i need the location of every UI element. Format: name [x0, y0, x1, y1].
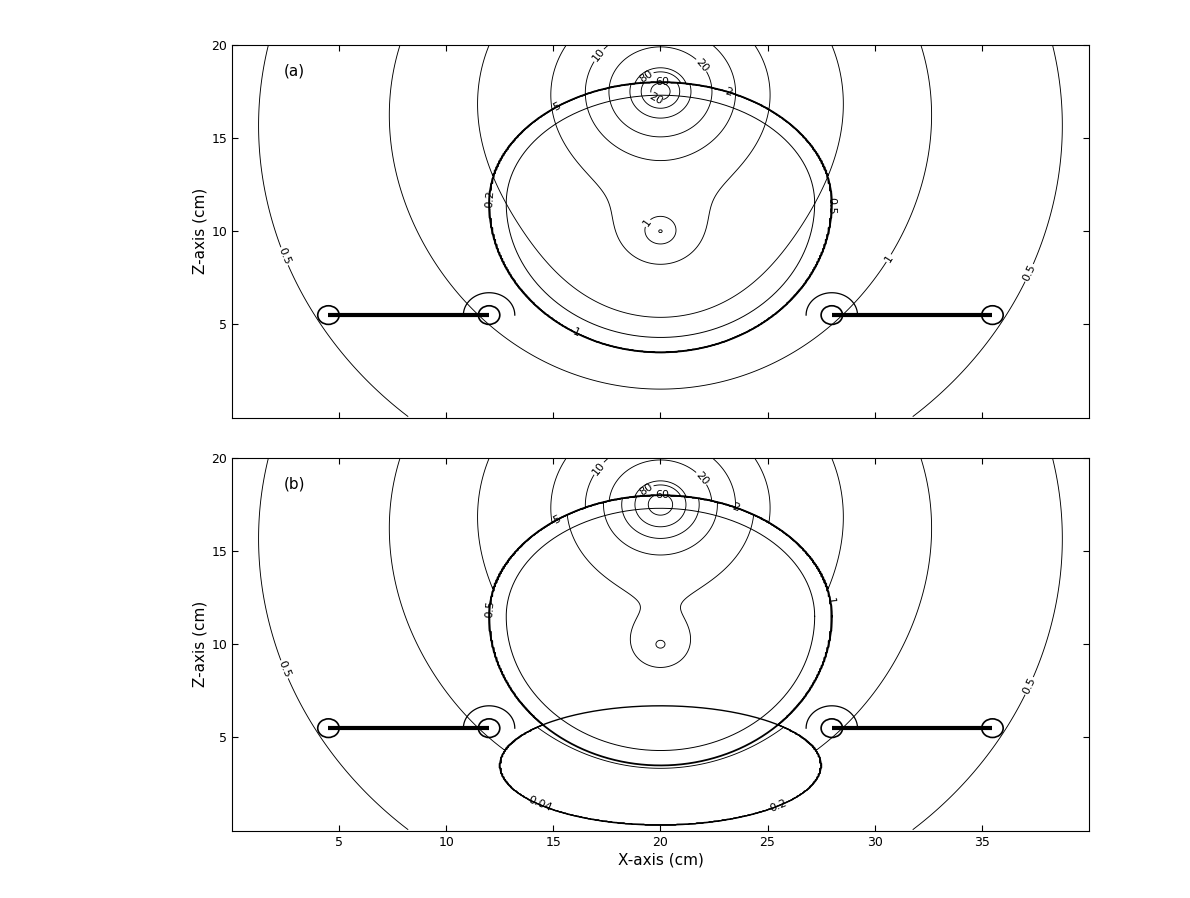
Text: 0.5: 0.5	[484, 600, 495, 619]
Text: 0.5: 0.5	[1021, 263, 1038, 283]
Text: 60: 60	[656, 77, 670, 87]
Text: 20: 20	[694, 57, 710, 74]
Text: 0.04: 0.04	[526, 795, 553, 814]
Text: 0.2: 0.2	[769, 797, 789, 814]
Text: 0.2: 0.2	[484, 189, 495, 208]
Text: 1: 1	[825, 597, 835, 605]
Text: 20: 20	[694, 470, 710, 487]
Text: 10: 10	[590, 47, 607, 64]
Text: 0.5: 0.5	[276, 246, 293, 267]
Text: 10: 10	[590, 460, 607, 477]
Text: (b): (b)	[283, 477, 305, 491]
Text: 1: 1	[641, 217, 653, 229]
Text: 80: 80	[638, 68, 654, 84]
Text: 0.5: 0.5	[826, 198, 837, 215]
Text: 80: 80	[638, 481, 654, 497]
Text: 5: 5	[552, 514, 563, 525]
Text: (a): (a)	[283, 64, 305, 78]
X-axis label: X-axis (cm): X-axis (cm)	[618, 853, 703, 867]
Text: 0.5: 0.5	[276, 659, 293, 680]
Text: 1: 1	[883, 252, 895, 264]
Text: 20: 20	[647, 91, 664, 107]
Text: 5: 5	[552, 101, 563, 112]
Y-axis label: Z-axis (cm): Z-axis (cm)	[192, 188, 207, 275]
Text: 0.5: 0.5	[1021, 676, 1038, 696]
Text: 2: 2	[731, 502, 740, 514]
Y-axis label: Z-axis (cm): Z-axis (cm)	[192, 601, 207, 688]
Text: 2: 2	[724, 86, 733, 98]
Text: 1: 1	[571, 327, 581, 339]
Text: 60: 60	[656, 490, 670, 500]
